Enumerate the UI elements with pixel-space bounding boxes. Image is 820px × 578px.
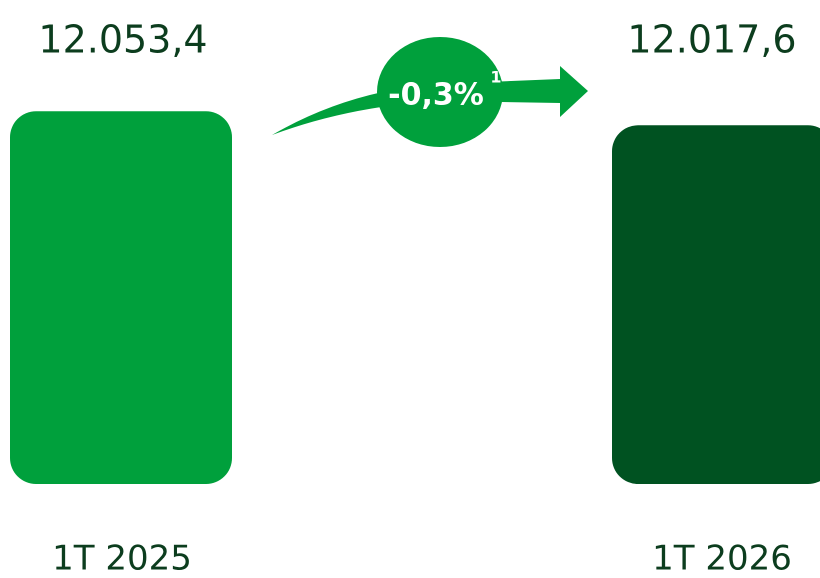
change-badge (377, 37, 503, 147)
value-label: 12.053,4 (38, 18, 207, 62)
change-label: -0,3% (388, 78, 484, 113)
bar (612, 125, 820, 484)
category-label: 1T 2026 (652, 539, 792, 578)
category-label: 1T 2025 (52, 539, 192, 578)
bar (10, 111, 232, 484)
value-label: 12.017,6 (627, 18, 796, 62)
footnote-mark: 1 (490, 68, 501, 87)
